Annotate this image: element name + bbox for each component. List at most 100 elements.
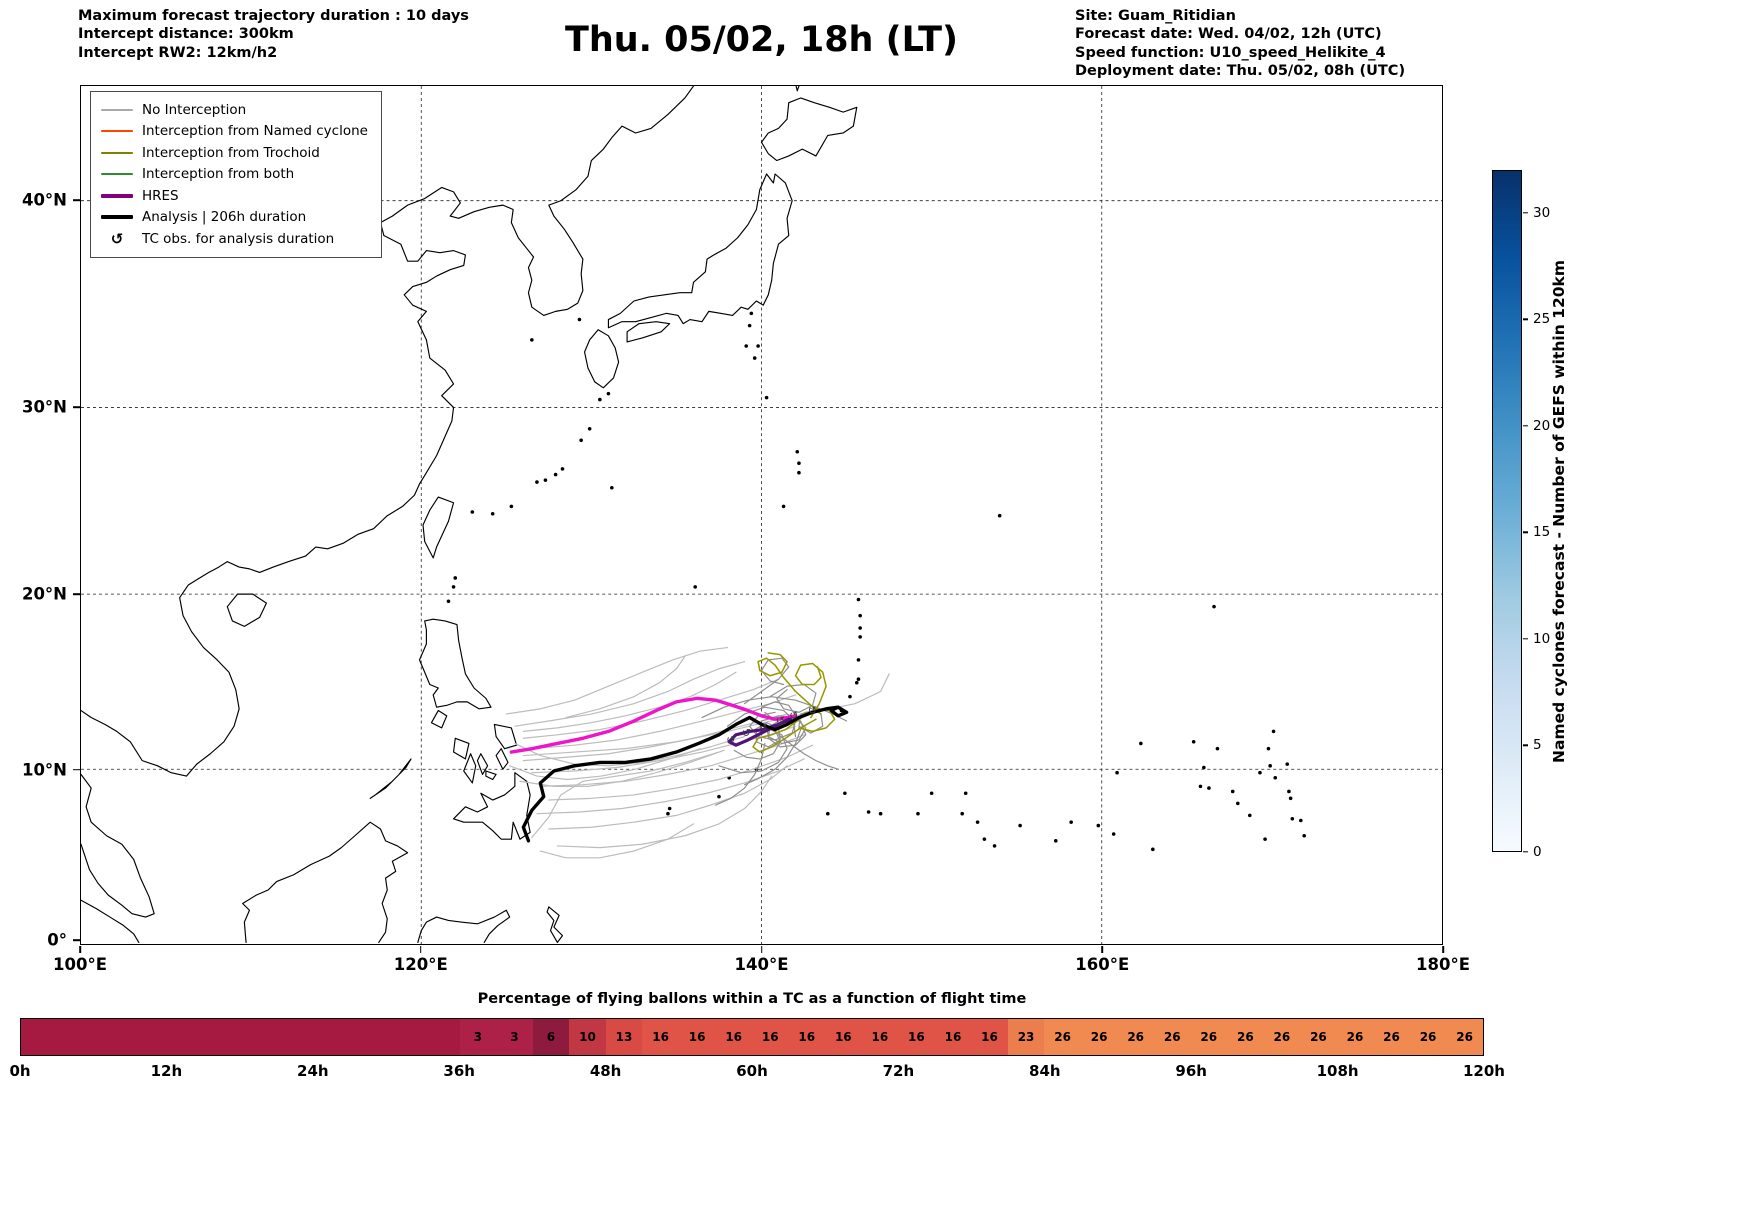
time-axis-label: 108h xyxy=(1316,1062,1359,1080)
series-analysis-206h-duration xyxy=(521,705,849,843)
header-info-line: Site: Guam_Ritidian xyxy=(1075,8,1236,24)
flight-time-bar: 3 3 6 10 13 16 16 16 16 16 16 16 16 16 16 23 26 26 26 26 26 2… xyxy=(20,1018,1484,1056)
header-info-line: Deployment date: Thu. 05/02, 08h (UTC) xyxy=(1075,62,1406,79)
colorbar-axis: 0 5 10 15 20 25 30 xyxy=(1492,170,1564,860)
segment-value: 3 xyxy=(473,1030,483,1044)
flight-time-segment: 16 xyxy=(678,1019,716,1055)
flight-time-segment xyxy=(203,1019,241,1055)
header-info-line: Forecast date: Wed. 04/02, 12h (UTC) xyxy=(1075,26,1382,43)
header-info-line: Maximum forecast trajectory duration : 1… xyxy=(78,8,469,24)
header-info-line: Intercept distance: 300km xyxy=(78,26,294,43)
flight-time-segment xyxy=(386,1019,424,1055)
time-axis-label: 24h xyxy=(297,1062,329,1080)
time-axis-label: 36h xyxy=(443,1062,475,1080)
flight-time-segment: 16 xyxy=(934,1019,972,1055)
flight-time-segment: 26 xyxy=(1263,1019,1301,1055)
series-no-interception xyxy=(505,646,890,859)
legend-item: Interception from Trochoid xyxy=(101,142,368,164)
time-axis-label: 60h xyxy=(736,1062,768,1080)
segment-value: 10 xyxy=(579,1030,596,1044)
trajectory-map: ↺ ↺ ↺ ↺ ↺ ↺ No Interception Interception from … xyxy=(80,85,1443,945)
colorbar-tick-label: 30 xyxy=(1533,204,1551,221)
segment-value: 23 xyxy=(1017,1030,1035,1044)
flight-time-segment xyxy=(276,1019,314,1055)
y-tick-label: 20°N xyxy=(21,584,67,604)
flight-time-segment: 16 xyxy=(898,1019,935,1055)
y-tick-label: 40°N xyxy=(21,190,67,210)
segment-value: 3 xyxy=(510,1030,519,1044)
map-svg: ↺ ↺ ↺ ↺ ↺ ↺ xyxy=(81,86,1442,944)
x-tick-label: 120°E xyxy=(393,955,448,974)
gridlines xyxy=(81,86,1442,944)
colorbar-tick-mark xyxy=(1523,211,1528,214)
segment-value: 26 xyxy=(1419,1030,1437,1044)
page-title: Thu. 05/02, 18h (LT) xyxy=(564,20,959,60)
svg-text:↺: ↺ xyxy=(808,704,817,717)
y-tick-mark xyxy=(73,939,80,941)
flight-time-segment xyxy=(21,1019,58,1055)
legend-item: Interception from Named cyclone xyxy=(101,121,368,143)
colorbar-tick-mark xyxy=(1523,638,1528,640)
flight-time-segment: 3 xyxy=(496,1019,533,1055)
legend-item-label: HRES xyxy=(142,187,179,204)
flight-time-segment: 26 xyxy=(1080,1019,1118,1055)
legend-item-label: No Interception xyxy=(142,101,247,118)
flight-time-segment: 26 xyxy=(1227,1019,1264,1055)
legend-item-label: Analysis | 206h duration xyxy=(142,209,307,226)
flight-time-segment: 26 xyxy=(1373,1019,1410,1055)
svg-text:↺: ↺ xyxy=(759,721,768,734)
segment-value: 6 xyxy=(546,1030,556,1044)
legend-item: Analysis | 206h duration xyxy=(101,207,368,229)
flight-time-segment xyxy=(349,1019,387,1055)
segment-value: 26 xyxy=(1236,1030,1254,1044)
flight-time-segment: 16 xyxy=(861,1019,899,1055)
time-axis: 0h 12h 24h 36h 48h 60h 72h 84h 96h 108h 120h xyxy=(9,1062,1505,1088)
tc-obs-markers: ↺ ↺ ↺ ↺ ↺ ↺ xyxy=(726,704,817,746)
flight-time-segment: 16 xyxy=(751,1019,789,1055)
flight-bar-title: Percentage of flying ballons within a TC… xyxy=(477,991,1027,1007)
flight-time-segment: 13 xyxy=(605,1019,643,1055)
segment-value: 16 xyxy=(652,1030,669,1044)
x-tick-mark xyxy=(419,946,422,953)
legend-line-swatch xyxy=(101,108,133,111)
legend-item: Interception from both xyxy=(101,164,368,186)
legend-line-swatch xyxy=(101,151,133,154)
flight-time-segment xyxy=(130,1019,168,1055)
segment-value: 26 xyxy=(1054,1030,1071,1044)
segment-value: 16 xyxy=(944,1030,962,1044)
segment-value: 26 xyxy=(1163,1030,1181,1044)
colorbar-tick-label: 5 xyxy=(1533,737,1542,754)
tc-obs-icon: ↺ xyxy=(110,229,124,248)
flight-time-segment xyxy=(94,1019,131,1055)
latitude-axis: 0° 10°N 20°N 30°N 40°N xyxy=(0,85,80,950)
y-tick-mark xyxy=(73,769,80,771)
colorbar-tick-label: 15 xyxy=(1533,524,1551,541)
flight-time-segment: 6 xyxy=(532,1019,570,1055)
x-tick-mark xyxy=(1101,946,1104,953)
colorbar-tick-label: 0 xyxy=(1533,844,1542,860)
colorbar xyxy=(1492,170,1522,852)
flight-time-segment: 16 xyxy=(642,1019,679,1055)
segment-value: 16 xyxy=(871,1030,889,1044)
segment-value: 16 xyxy=(761,1030,779,1044)
legend-item-label: TC obs. for analysis duration xyxy=(142,230,335,247)
legend-item: ↺ TC obs. for analysis duration xyxy=(101,228,368,250)
y-tick-label: 0° xyxy=(47,930,67,950)
legend-line-swatch xyxy=(101,193,133,198)
colorbar-label: Named cyclones forecast - Number of GEFS… xyxy=(1546,170,1572,852)
flight-time-segment xyxy=(57,1019,95,1055)
segment-value: 13 xyxy=(615,1030,633,1044)
header-info-line: Speed function: U10_speed_Helikite_4 xyxy=(1075,44,1386,61)
flight-time-segment: 26 xyxy=(1190,1019,1228,1055)
flight-time-segment: 26 xyxy=(1044,1019,1081,1055)
svg-text:↺: ↺ xyxy=(789,709,798,722)
colorbar-tick-label: 20 xyxy=(1533,417,1551,434)
colorbar-tick-label: 25 xyxy=(1533,311,1551,328)
x-tick-label: 140°E xyxy=(734,955,789,974)
flight-time-segment xyxy=(423,1019,460,1055)
legend-item-label: Interception from Trochoid xyxy=(142,144,320,161)
series-hres xyxy=(509,696,798,754)
flight-time-segment xyxy=(167,1019,204,1055)
series-interception-from-trochoid xyxy=(752,652,836,753)
colorbar-tick-mark xyxy=(1523,744,1528,747)
